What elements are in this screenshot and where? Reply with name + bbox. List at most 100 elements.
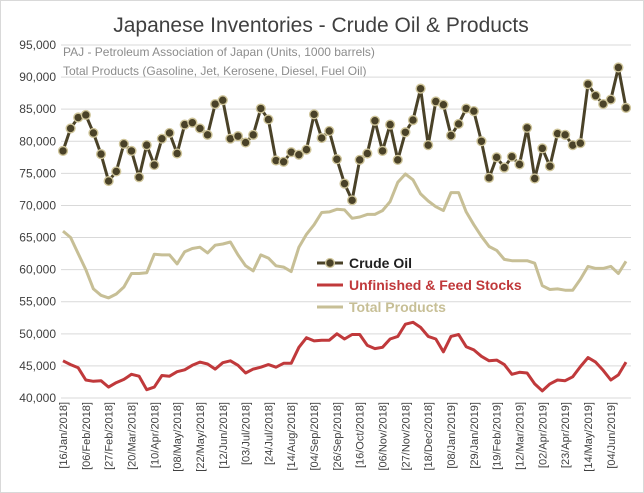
data-point-unfinished-feed-stocks bbox=[252, 368, 255, 371]
data-point-unfinished-feed-stocks bbox=[168, 375, 171, 378]
data-point-unfinished-feed-stocks bbox=[503, 363, 506, 366]
data-point-total-products bbox=[214, 244, 217, 247]
data-point-total-products bbox=[282, 266, 285, 269]
data-point-total-products bbox=[617, 272, 620, 275]
data-point-unfinished-feed-stocks bbox=[351, 333, 354, 336]
data-point-unfinished-feed-stocks bbox=[313, 339, 316, 342]
data-point-unfinished-feed-stocks bbox=[100, 379, 103, 382]
data-point-unfinished-feed-stocks bbox=[122, 378, 125, 381]
y-tick-label: 55,000 bbox=[19, 295, 56, 309]
x-axis-tick-labels: [16/Jan/2018] [06/Feb/2018] [27/Feb/2018] [… bbox=[58, 402, 618, 472]
data-point-total-products bbox=[419, 192, 422, 195]
data-point-unfinished-feed-stocks bbox=[411, 321, 414, 324]
data-point-total-products bbox=[503, 258, 506, 261]
y-tick-label: 95,000 bbox=[19, 38, 56, 52]
data-point-total-products bbox=[259, 253, 262, 256]
data-point-unfinished-feed-stocks bbox=[472, 348, 475, 351]
data-point-total-products bbox=[343, 208, 346, 211]
data-point-total-products bbox=[556, 287, 559, 290]
data-point-total-products bbox=[442, 209, 445, 212]
data-point-unfinished-feed-stocks bbox=[564, 379, 567, 382]
data-point-crude-oil bbox=[194, 123, 206, 134]
data-point-total-products bbox=[373, 213, 376, 216]
data-point-total-products bbox=[183, 250, 186, 253]
data-point-total-products bbox=[381, 209, 384, 212]
x-tick-label: [16/Jan/2018] bbox=[58, 402, 70, 469]
data-point-total-products bbox=[77, 252, 80, 255]
data-point-unfinished-feed-stocks bbox=[495, 359, 498, 362]
x-tick-label: [20/Mar/2018] bbox=[126, 402, 138, 470]
data-point-unfinished-feed-stocks bbox=[381, 346, 384, 349]
data-point-unfinished-feed-stocks bbox=[586, 356, 589, 359]
data-point-unfinished-feed-stocks bbox=[396, 335, 399, 338]
x-tick-label: [03/Jul/2018] bbox=[241, 402, 253, 465]
data-point-total-products bbox=[351, 217, 354, 220]
data-point-crude-oil bbox=[324, 125, 335, 137]
data-point-unfinished-feed-stocks bbox=[244, 371, 247, 374]
data-point-total-products bbox=[427, 199, 430, 202]
data-point-total-products bbox=[115, 293, 118, 296]
data-point-crude-oil bbox=[445, 130, 457, 141]
data-point-unfinished-feed-stocks bbox=[62, 359, 65, 362]
legend-label-crude-oil: Crude Oil bbox=[349, 255, 412, 271]
data-point-unfinished-feed-stocks bbox=[541, 389, 544, 392]
data-point-total-products bbox=[457, 191, 460, 194]
legend-label-unfinished-feed-stocks: Unfinished & Feed Stocks bbox=[349, 277, 522, 293]
data-point-total-products bbox=[198, 246, 201, 249]
data-point-total-products bbox=[252, 269, 255, 272]
x-tick-label: [27/Nov/2018] bbox=[400, 402, 412, 471]
data-point-total-products bbox=[548, 288, 551, 291]
data-point-total-products bbox=[594, 267, 597, 270]
x-tick-label: [27/Feb/2018] bbox=[104, 402, 116, 470]
data-point-crude-oil bbox=[521, 122, 533, 133]
data-point-unfinished-feed-stocks bbox=[221, 361, 224, 364]
x-tick-label: [08/May/2018] bbox=[172, 402, 184, 472]
data-point-total-products bbox=[533, 262, 536, 265]
y-tick-label: 40,000 bbox=[19, 391, 56, 405]
x-tick-label: [24/Jul/2018] bbox=[263, 402, 275, 465]
data-point-total-products bbox=[526, 259, 529, 262]
data-point-unfinished-feed-stocks bbox=[404, 323, 407, 326]
data-point-total-products bbox=[335, 208, 338, 211]
data-point-unfinished-feed-stocks bbox=[138, 375, 141, 378]
x-tick-label: [06/Nov/2018] bbox=[378, 402, 390, 471]
data-point-unfinished-feed-stocks bbox=[389, 337, 392, 340]
data-point-total-products bbox=[62, 230, 65, 233]
data-point-unfinished-feed-stocks bbox=[465, 345, 468, 348]
data-point-unfinished-feed-stocks bbox=[160, 374, 163, 377]
data-point-unfinished-feed-stocks bbox=[328, 339, 331, 342]
data-point-unfinished-feed-stocks bbox=[617, 373, 620, 376]
data-point-total-products bbox=[586, 265, 589, 268]
series-line-unfinished-feed-stocks bbox=[62, 320, 628, 393]
data-point-unfinished-feed-stocks bbox=[556, 379, 559, 382]
data-point-unfinished-feed-stocks bbox=[533, 382, 536, 385]
data-point-unfinished-feed-stocks bbox=[84, 379, 87, 382]
data-point-unfinished-feed-stocks bbox=[107, 386, 110, 389]
data-point-unfinished-feed-stocks bbox=[366, 344, 369, 347]
data-point-unfinished-feed-stocks bbox=[320, 339, 323, 342]
data-point-crude-oil bbox=[103, 175, 114, 187]
data-point-total-products bbox=[305, 233, 308, 236]
data-point-unfinished-feed-stocks bbox=[69, 363, 72, 366]
data-point-crude-oil bbox=[354, 154, 365, 165]
y-axis-tick-labels: 40,000 45,000 50,000 55,000 60,000 65,000 70,0… bbox=[19, 38, 56, 405]
data-point-crude-oil bbox=[620, 102, 632, 113]
data-point-total-products bbox=[602, 267, 605, 270]
data-point-crude-oil bbox=[400, 127, 411, 138]
data-point-total-products bbox=[564, 289, 567, 292]
data-point-unfinished-feed-stocks bbox=[548, 382, 551, 385]
data-point-crude-oil bbox=[156, 133, 168, 144]
data-point-unfinished-feed-stocks bbox=[480, 355, 483, 358]
data-point-unfinished-feed-stocks bbox=[191, 364, 194, 367]
x-tick-label: [14/Aug/2018] bbox=[286, 402, 298, 471]
data-point-total-products bbox=[160, 253, 163, 256]
data-point-crude-oil bbox=[339, 178, 350, 189]
y-tick-label: 85,000 bbox=[19, 102, 56, 116]
data-point-unfinished-feed-stocks bbox=[602, 369, 605, 372]
data-point-crude-oil bbox=[483, 172, 495, 183]
data-point-unfinished-feed-stocks bbox=[358, 333, 361, 336]
legend: Crude Oil Unfinished & Feed Stocks Total P… bbox=[317, 255, 522, 315]
data-point-unfinished-feed-stocks bbox=[518, 371, 521, 374]
data-point-unfinished-feed-stocks bbox=[153, 386, 156, 389]
data-point-total-products bbox=[267, 257, 270, 260]
